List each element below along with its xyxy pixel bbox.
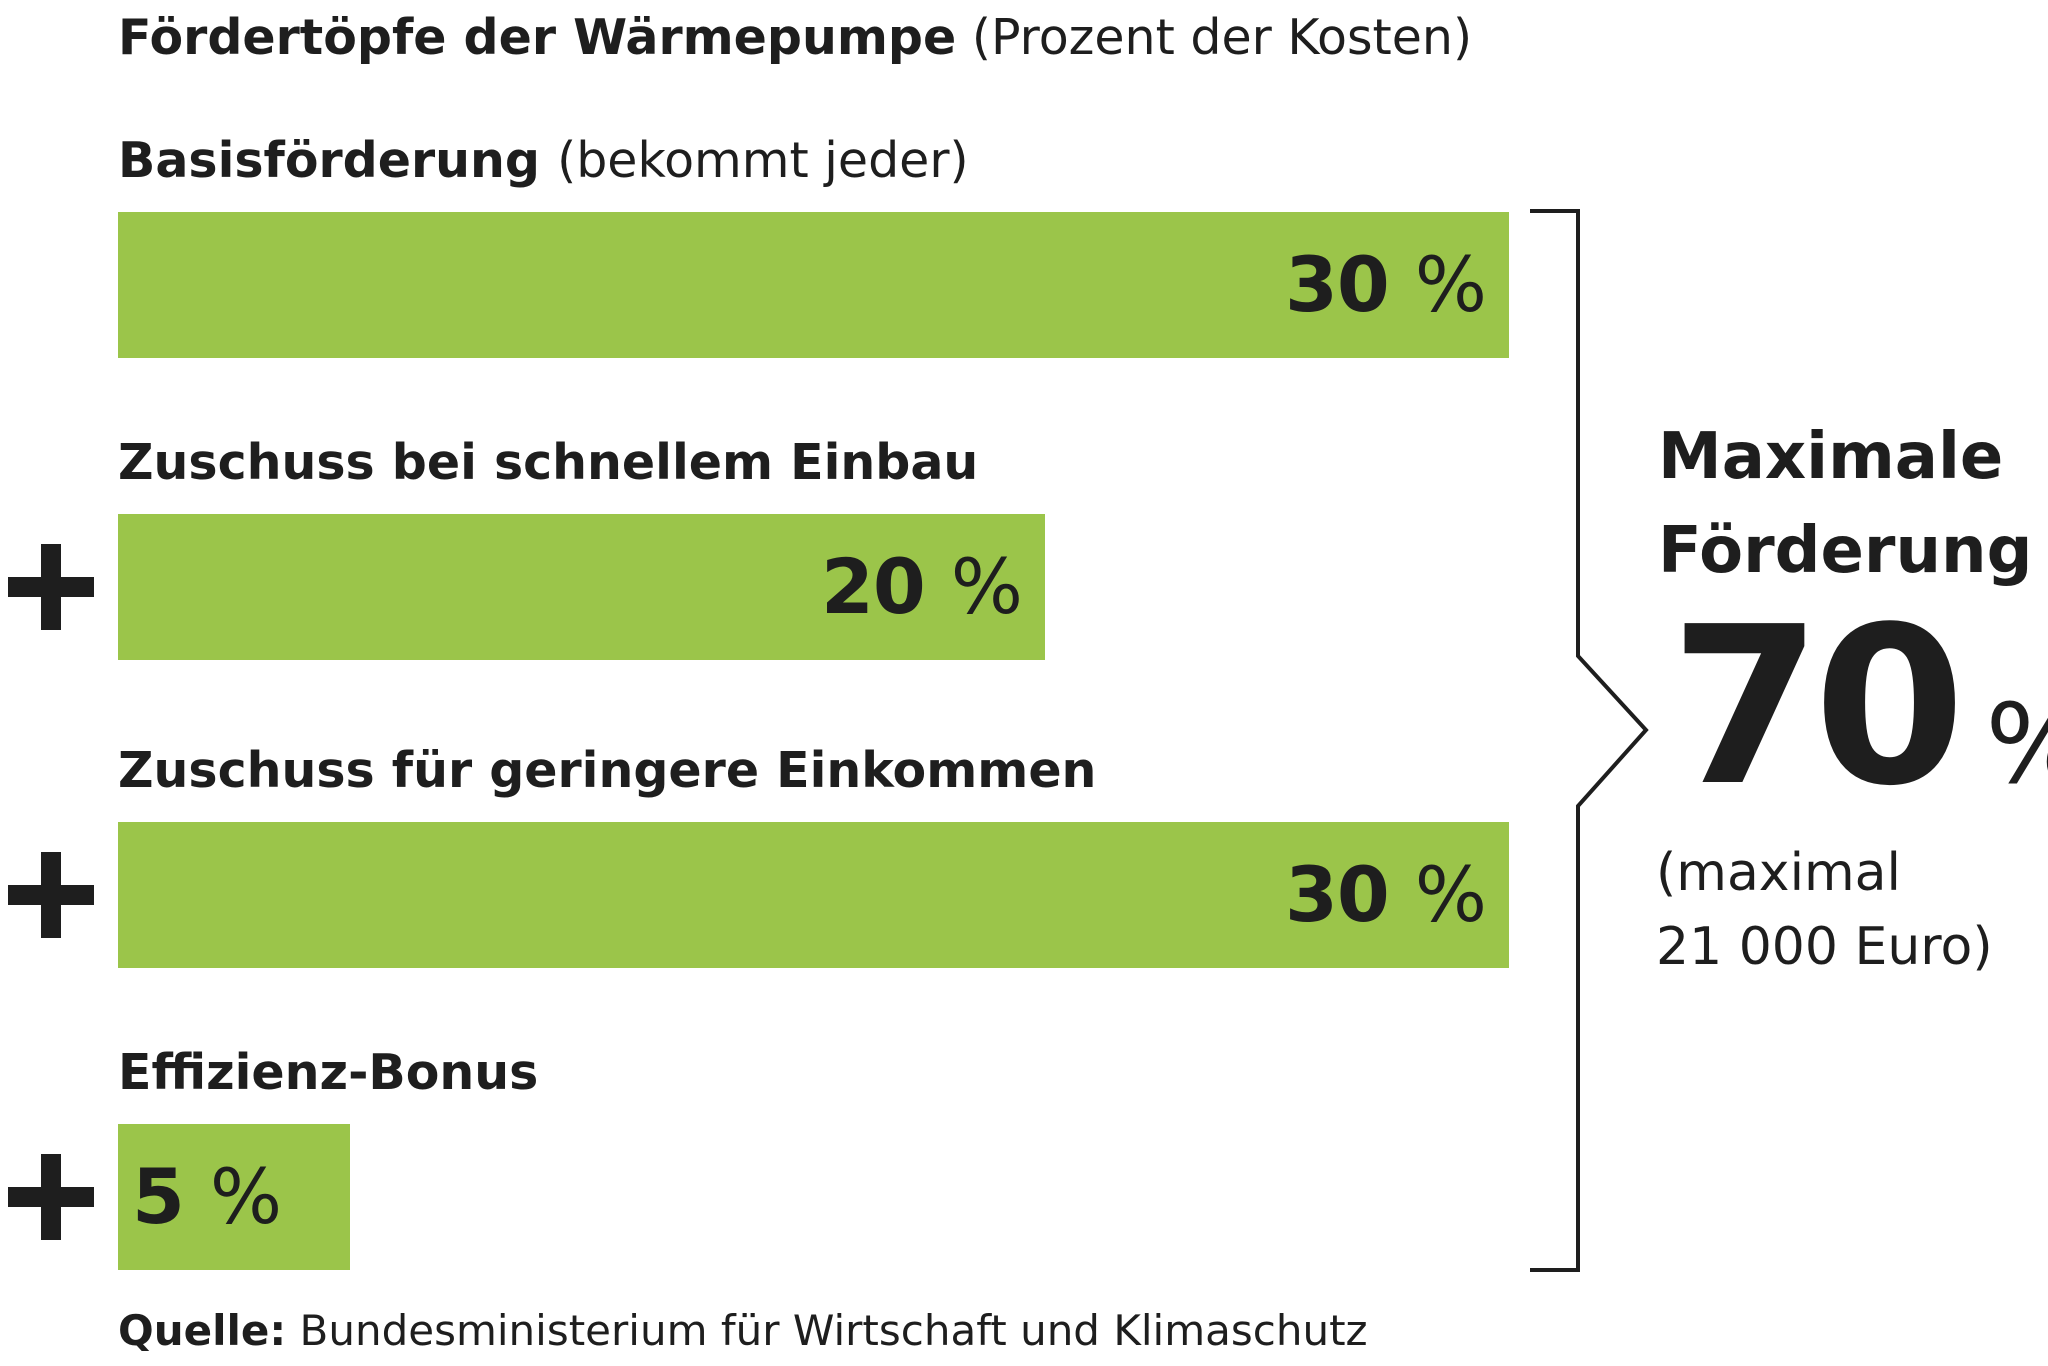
max-label-line1: Maximale xyxy=(1658,420,2004,494)
bar-value-number: 20 xyxy=(821,542,926,631)
bar-category-name: Basisförderung xyxy=(118,132,541,189)
source-label: Quelle: xyxy=(118,1306,287,1355)
bar-value-number: 5 xyxy=(132,1152,185,1241)
bar-value-label: 5% xyxy=(132,1124,282,1270)
source-text: Bundesministerium für Wirtschaft und Kli… xyxy=(299,1306,1368,1355)
plus-icon xyxy=(8,1154,94,1240)
bar-value-label: 30% xyxy=(1285,822,1487,968)
bar-category-note: (bekommt jeder) xyxy=(557,132,969,189)
bar-category-name: Zuschuss für geringere Einkommen xyxy=(118,742,1097,799)
bar-value-unit: % xyxy=(1414,850,1487,939)
bar: 20% xyxy=(118,514,1045,660)
bar-value-number: 30 xyxy=(1285,850,1390,939)
max-label: Maximale Förderung xyxy=(1658,410,2032,598)
bar: 30% xyxy=(118,822,1509,968)
max-value: 70% xyxy=(1670,598,2048,818)
plus-icon xyxy=(8,544,94,630)
plus-icon-v xyxy=(41,544,61,630)
chart-title: Fördertöpfe der Wärmepumpe (Prozent der … xyxy=(118,4,1472,72)
max-value-unit: % xyxy=(1985,680,2048,808)
bar-category-label: Zuschuss bei schnellem Einbau xyxy=(118,430,978,496)
bar-category-label: Basisförderung (bekommt jeder) xyxy=(118,128,969,194)
bar: 30% xyxy=(118,212,1509,358)
bar-category-label: Zuschuss für geringere Einkommen xyxy=(118,738,1096,804)
bar-value-unit: % xyxy=(1414,240,1487,329)
bar-value-label: 30% xyxy=(1285,212,1487,358)
bar-value-label: 20% xyxy=(821,514,1023,660)
max-note-line2: 21 000 Euro) xyxy=(1656,917,1993,977)
max-note: (maximal 21 000 Euro) xyxy=(1656,836,1993,984)
bar-category-label: Effizienz-Bonus xyxy=(118,1040,538,1106)
bar: 5% xyxy=(118,1124,350,1270)
plus-icon-v xyxy=(41,1154,61,1240)
chart-title-main: Fördertöpfe der Wärmepumpe xyxy=(118,9,957,66)
bar-value-unit: % xyxy=(950,542,1023,631)
bar-category-name: Zuschuss bei schnellem Einbau xyxy=(118,434,979,491)
bar-value-number: 30 xyxy=(1285,240,1390,329)
chart-subtitle: (Prozent der Kosten) xyxy=(971,9,1473,66)
plus-icon xyxy=(8,852,94,938)
bar-category-name: Effizienz-Bonus xyxy=(118,1044,539,1101)
max-note-line1: (maximal xyxy=(1656,843,1901,903)
source-note: Quelle: Bundesministerium für Wirtschaft… xyxy=(118,1302,1368,1360)
plus-icon-v xyxy=(41,852,61,938)
max-label-line2: Förderung xyxy=(1658,514,2033,588)
bar-value-unit: % xyxy=(209,1152,283,1241)
max-value-number: 70 xyxy=(1670,581,1965,834)
brace-line xyxy=(1530,209,1649,1272)
